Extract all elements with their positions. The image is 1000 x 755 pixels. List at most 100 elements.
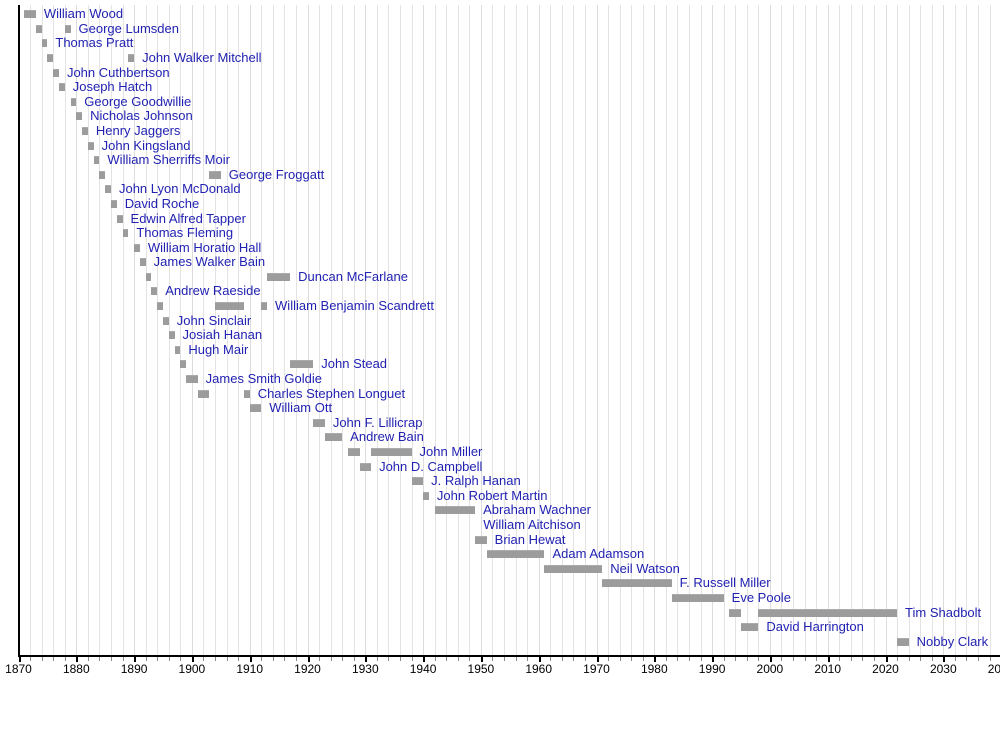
axis-tick bbox=[365, 657, 368, 662]
mayor-name-label[interactable]: Henry Jaggers bbox=[95, 122, 181, 138]
gridline bbox=[145, 5, 147, 655]
term-bar bbox=[267, 272, 291, 281]
axis-tick bbox=[249, 657, 252, 662]
axis-tick bbox=[504, 657, 506, 661]
gridline bbox=[688, 5, 690, 655]
mayor-name-label[interactable]: Duncan McFarlane bbox=[298, 268, 408, 284]
axis-tick-label: 1880 bbox=[62, 662, 90, 676]
gridline bbox=[885, 5, 887, 655]
mayor-name-label[interactable]: William Ott bbox=[269, 400, 333, 416]
mayor-name-label[interactable]: David Harrington bbox=[766, 619, 864, 635]
term-bar bbox=[24, 10, 36, 19]
mayor-name-label[interactable]: Abraham Wachner bbox=[483, 502, 592, 518]
mayor-name-label[interactable]: Neil Watson bbox=[610, 560, 680, 576]
axis-tick bbox=[527, 657, 529, 661]
mayor-name-label[interactable]: Andrew Raeside bbox=[165, 283, 261, 299]
gridline bbox=[330, 5, 332, 655]
gridline bbox=[134, 5, 136, 655]
axis-tick-label: 1920 bbox=[294, 662, 321, 676]
gridline bbox=[215, 5, 217, 655]
gridline bbox=[873, 5, 875, 655]
mayor-name-label[interactable]: Charles Stephen Longuet bbox=[257, 385, 406, 401]
gridline bbox=[931, 5, 933, 655]
axis-tick bbox=[839, 657, 841, 661]
term-bar bbox=[324, 433, 343, 442]
axis-tick bbox=[642, 657, 644, 661]
gridline bbox=[608, 5, 610, 655]
mayor-name-label[interactable]: Thomas Fleming bbox=[136, 225, 234, 241]
axis-tick bbox=[954, 657, 956, 661]
mayor-name-label[interactable]: Edwin Alfred Tapper bbox=[130, 210, 246, 226]
mayor-name-label[interactable]: John D. Campbell bbox=[379, 458, 483, 474]
mayor-name-label[interactable]: John F. Lillicrap bbox=[332, 414, 423, 430]
axis-tick-label: 1950 bbox=[467, 662, 495, 676]
axis-tick bbox=[180, 657, 182, 661]
mayor-name-label[interactable]: John Stead bbox=[321, 356, 388, 372]
axis-tick bbox=[793, 657, 795, 661]
y-axis-line bbox=[17, 5, 20, 657]
gridline bbox=[769, 5, 771, 655]
axis-tick-label: 1900 bbox=[178, 662, 206, 676]
mayor-name-label[interactable]: John Kingsland bbox=[101, 137, 191, 153]
mayor-name-label[interactable]: John Sinclair bbox=[176, 312, 252, 328]
axis-tick bbox=[191, 657, 194, 662]
mayor-name-label[interactable]: Andrew Bain bbox=[350, 429, 424, 445]
mayor-name-label[interactable]: Adam Adamson bbox=[552, 546, 645, 562]
axis-tick bbox=[608, 657, 610, 661]
mayor-name-label[interactable]: James Walker Bain bbox=[153, 254, 266, 270]
mayor-name-label[interactable]: Josiah Hanan bbox=[182, 327, 263, 343]
gridline bbox=[561, 5, 563, 655]
axis-tick bbox=[712, 657, 715, 662]
gridline bbox=[30, 5, 32, 655]
term-bar bbox=[313, 418, 325, 427]
axis-tick bbox=[145, 657, 147, 661]
mayor-name-label[interactable]: Nicholas Johnson bbox=[90, 108, 193, 124]
mayor-name-label[interactable]: Eve Poole bbox=[731, 589, 791, 605]
axis-tick bbox=[561, 657, 563, 661]
axis-tick bbox=[76, 657, 79, 662]
mayor-name-label[interactable]: David Roche bbox=[124, 195, 200, 211]
mayor-name-label[interactable]: Hugh Mair bbox=[188, 341, 249, 357]
mayor-name-label[interactable]: George Froggatt bbox=[228, 166, 325, 182]
axis-tick bbox=[584, 657, 586, 661]
gridline bbox=[388, 5, 390, 655]
axis-tick bbox=[746, 657, 748, 661]
axis-tick bbox=[769, 657, 772, 662]
axis-tick bbox=[203, 657, 205, 661]
gridline bbox=[469, 5, 471, 655]
mayor-name-label[interactable]: John Walker Mitchell bbox=[142, 49, 262, 65]
mayor-name-label[interactable]: John Lyon McDonald bbox=[118, 181, 241, 197]
mayor-name-label[interactable]: William Wood bbox=[43, 6, 124, 22]
mayor-name-label[interactable]: William Benjamin Scandrett bbox=[275, 298, 434, 314]
mayor-name-label[interactable]: George Lumsden bbox=[78, 20, 179, 36]
term-bar bbox=[122, 229, 129, 238]
mayor-name-label[interactable]: John Robert Martin bbox=[436, 487, 548, 503]
mayor-name-label[interactable]: John Cuthbertson bbox=[66, 64, 170, 80]
axis-tick bbox=[18, 657, 21, 662]
axis-tick bbox=[469, 657, 471, 661]
mayor-name-label[interactable]: William Sherriffs Moir bbox=[107, 152, 230, 168]
mayor-name-label[interactable]: F. Russell Miller bbox=[679, 575, 771, 591]
mayor-name-label[interactable]: Nobby Clark bbox=[916, 633, 989, 649]
axis-tick bbox=[330, 657, 332, 661]
mayor-name-label[interactable]: George Goodwillie bbox=[84, 93, 192, 109]
mayor-name-label[interactable]: Thomas Pratt bbox=[55, 35, 134, 51]
axis-tick bbox=[295, 657, 297, 661]
term-bar bbox=[163, 316, 169, 325]
mayor-name-label[interactable]: James Smith Goldie bbox=[205, 371, 322, 387]
mayor-name-label[interactable]: William Horatio Hall bbox=[147, 239, 262, 255]
mayor-name-label[interactable]: J. Ralph Hanan bbox=[431, 473, 521, 489]
mayor-name-label[interactable]: Joseph Hatch bbox=[72, 79, 153, 95]
gridline bbox=[920, 5, 922, 655]
term-bar bbox=[116, 214, 123, 223]
mayor-name-label[interactable]: Brian Hewat bbox=[494, 531, 566, 547]
gridline bbox=[538, 5, 540, 655]
gridline bbox=[527, 5, 529, 655]
mayor-name-label[interactable]: William Aitchison bbox=[483, 516, 581, 532]
axis-tick bbox=[41, 657, 43, 661]
mayor-name-label[interactable]: John Miller bbox=[419, 443, 483, 459]
term-bar bbox=[47, 53, 54, 62]
gridline bbox=[793, 5, 795, 655]
mayor-name-label[interactable]: Tim Shadbolt bbox=[905, 604, 982, 620]
